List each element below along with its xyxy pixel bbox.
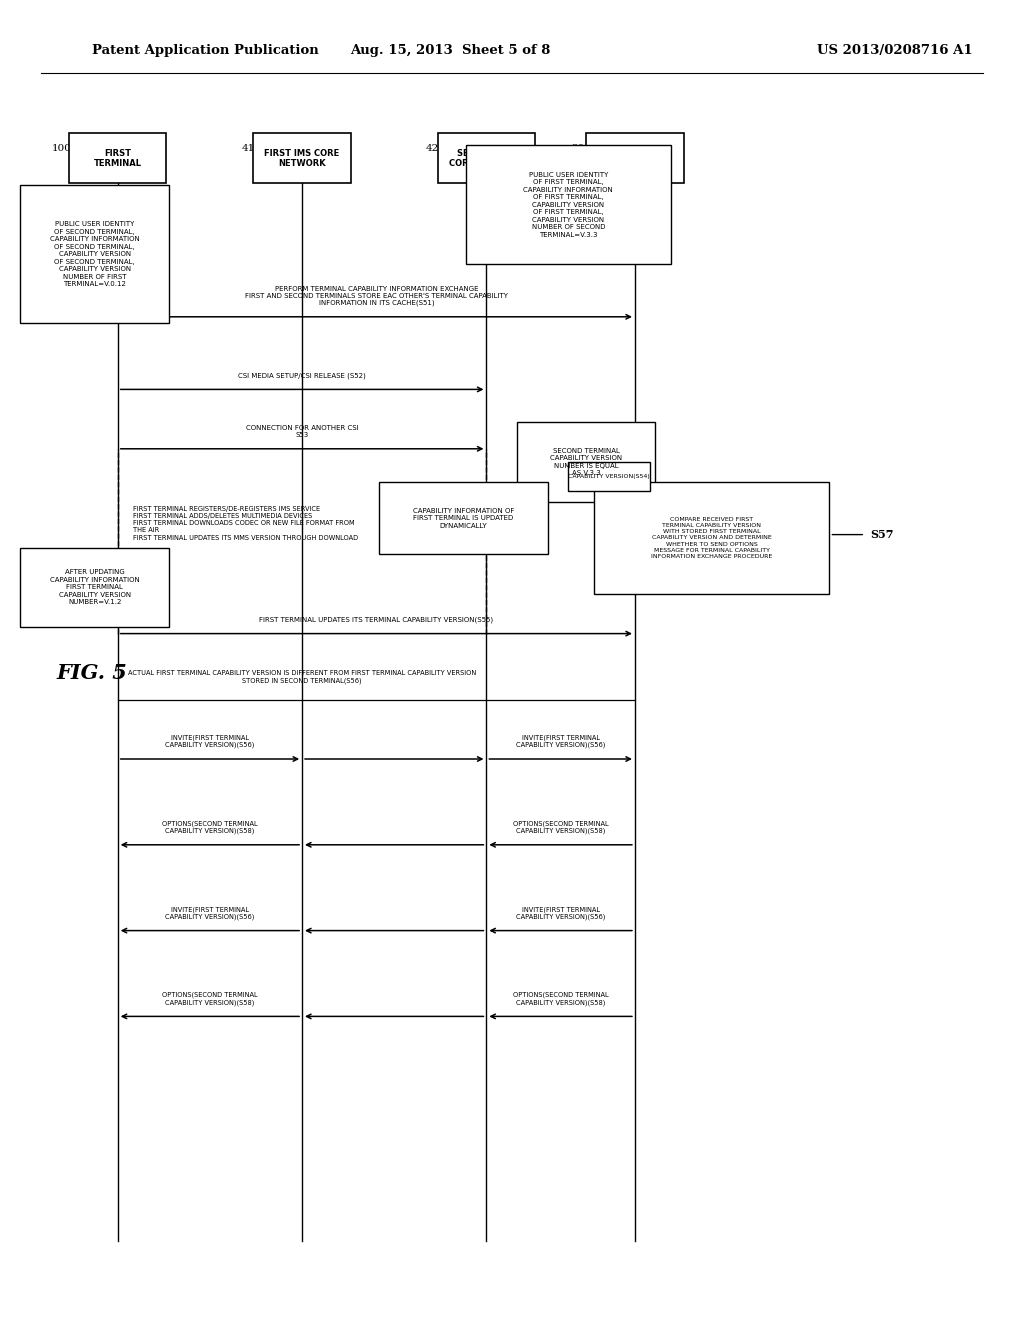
Text: PUBLIC USER IDENTITY
OF SECOND TERMINAL,
CAPABILITY INFORMATION
OF SECOND TERMIN: PUBLIC USER IDENTITY OF SECOND TERMINAL,… xyxy=(50,220,139,286)
Text: SECOND IMS
CORE NETWORK: SECOND IMS CORE NETWORK xyxy=(449,149,524,168)
Bar xyxy=(517,422,655,502)
Text: US 2013/0208716 A1: US 2013/0208716 A1 xyxy=(817,44,973,57)
Text: OPTIONS(SECOND TERMINAL
CAPABILITY VERSION)(S58): OPTIONS(SECOND TERMINAL CAPABILITY VERSI… xyxy=(513,991,608,1006)
Text: FIRST TERMINAL REGISTERS/DE-REGISTERS IMS SERVICE
FIRST TERMINAL ADDS/DELETES MU: FIRST TERMINAL REGISTERS/DE-REGISTERS IM… xyxy=(133,506,358,541)
Text: SECOND TERMINAL
CAPABILITY VERSION
NUMBER IS EQUAL
AS V.3.3: SECOND TERMINAL CAPABILITY VERSION NUMBE… xyxy=(550,447,623,477)
Bar xyxy=(586,133,684,183)
Text: PUBLIC USER IDENTITY
OF FIRST TERMINAL,
CAPABILITY INFORMATION
OF FIRST TERMINAL: PUBLIC USER IDENTITY OF FIRST TERMINAL, … xyxy=(523,172,613,238)
Text: 410: 410 xyxy=(242,144,261,153)
Text: INVITE(FIRST TERMINAL
CAPABILITY VERSION)(S56): INVITE(FIRST TERMINAL CAPABILITY VERSION… xyxy=(516,906,605,920)
Bar xyxy=(438,133,535,183)
Text: 420: 420 xyxy=(426,144,445,153)
Text: FIG. 5: FIG. 5 xyxy=(56,663,127,684)
Text: Aug. 15, 2013  Sheet 5 of 8: Aug. 15, 2013 Sheet 5 of 8 xyxy=(350,44,551,57)
Text: AFTER UPDATING
CAPABILITY INFORMATION
FIRST TERMINAL
CAPABILITY VERSION
NUMBER=V: AFTER UPDATING CAPABILITY INFORMATION FI… xyxy=(50,569,139,606)
Text: CAPABILITY VERSION(S54): CAPABILITY VERSION(S54) xyxy=(568,474,650,479)
Text: 200: 200 xyxy=(571,144,591,153)
Text: OPTIONS(SECOND TERMINAL
CAPABILITY VERSION)(S58): OPTIONS(SECOND TERMINAL CAPABILITY VERSI… xyxy=(162,991,258,1006)
Text: CAPABILITY INFORMATION OF
FIRST TERMINAL IS UPDATED
DYNAMICALLY: CAPABILITY INFORMATION OF FIRST TERMINAL… xyxy=(413,508,514,528)
Bar xyxy=(466,145,671,264)
Bar xyxy=(379,482,548,554)
Text: PERFORM TERMINAL CAPABILITY INFORMATION EXCHANGE
FIRST AND SECOND TERMINALS STOR: PERFORM TERMINAL CAPABILITY INFORMATION … xyxy=(245,285,508,306)
Text: FIRST TERMINAL UPDATES ITS TERMINAL CAPABILITY VERSION(S55): FIRST TERMINAL UPDATES ITS TERMINAL CAPA… xyxy=(259,616,494,623)
Text: FIRST IMS CORE
NETWORK: FIRST IMS CORE NETWORK xyxy=(264,149,340,168)
Text: INVITE(FIRST TERMINAL
CAPABILITY VERSION)(S56): INVITE(FIRST TERMINAL CAPABILITY VERSION… xyxy=(165,906,255,920)
Text: ACTUAL FIRST TERMINAL CAPABILITY VERSION IS DIFFERENT FROM FIRST TERMINAL CAPABI: ACTUAL FIRST TERMINAL CAPABILITY VERSION… xyxy=(128,671,476,684)
Text: INVITE(FIRST TERMINAL
CAPABILITY VERSION)(S56): INVITE(FIRST TERMINAL CAPABILITY VERSION… xyxy=(165,734,255,748)
Text: 100: 100 xyxy=(52,144,72,153)
Bar xyxy=(254,133,350,183)
Bar xyxy=(20,548,169,627)
Text: INVITE(FIRST TERMINAL
CAPABILITY VERSION)(S56): INVITE(FIRST TERMINAL CAPABILITY VERSION… xyxy=(516,734,605,748)
Bar xyxy=(20,185,169,323)
Text: FIRST
TERMINAL: FIRST TERMINAL xyxy=(94,149,141,168)
Bar xyxy=(70,133,166,183)
Text: CSI MEDIA SETUP/CSI RELEASE (S52): CSI MEDIA SETUP/CSI RELEASE (S52) xyxy=(239,372,366,379)
Text: CONNECTION FOR ANOTHER CSI
S53: CONNECTION FOR ANOTHER CSI S53 xyxy=(246,425,358,438)
Bar xyxy=(594,482,829,594)
Text: S57: S57 xyxy=(870,529,894,540)
Text: Patent Application Publication: Patent Application Publication xyxy=(92,44,318,57)
Bar xyxy=(568,462,650,491)
Text: OPTIONS(SECOND TERMINAL
CAPABILITY VERSION)(S58): OPTIONS(SECOND TERMINAL CAPABILITY VERSI… xyxy=(162,820,258,834)
Text: OPTIONS(SECOND TERMINAL
CAPABILITY VERSION)(S58): OPTIONS(SECOND TERMINAL CAPABILITY VERSI… xyxy=(513,820,608,834)
Text: SECOND
TERMINAL: SECOND TERMINAL xyxy=(611,149,658,168)
Text: COMPARE RECEIVED FIRST
TERMINAL CAPABILITY VERSION
WITH STORED FIRST TERMINAL
CA: COMPARE RECEIVED FIRST TERMINAL CAPABILI… xyxy=(651,517,772,558)
